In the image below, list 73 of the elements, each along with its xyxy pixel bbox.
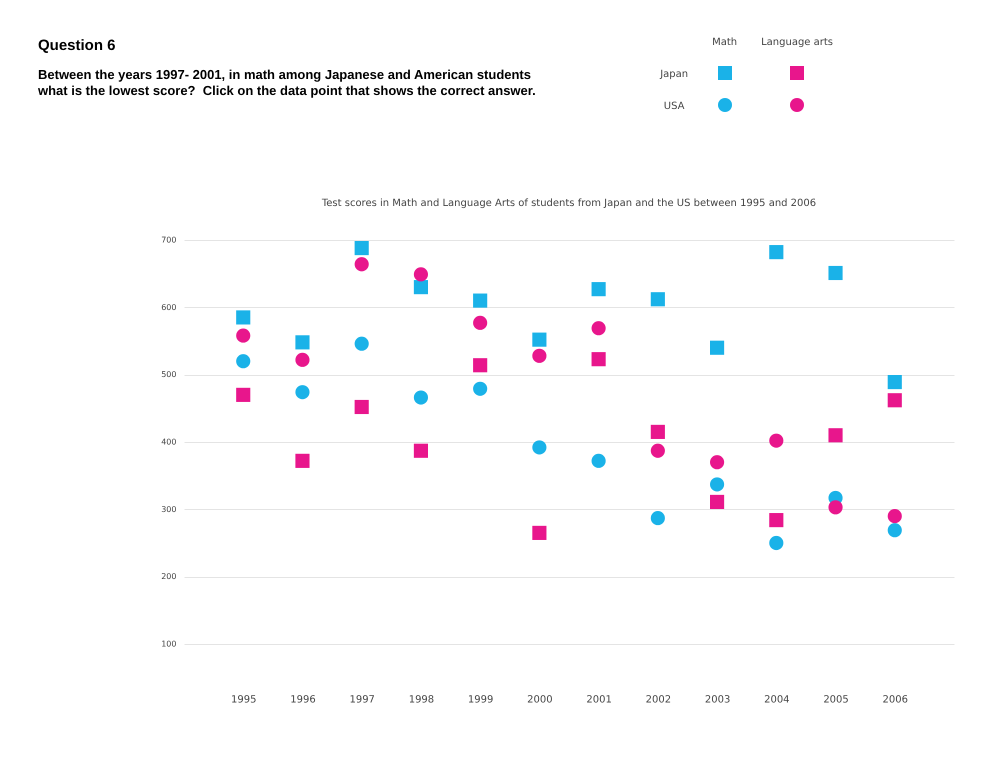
point: [769, 245, 784, 260]
chart-title: Test scores in Math and Language Arts of students from Japan and the US between 1995 and 2006: [320, 198, 816, 209]
text: Between the years 1997- 2001, in math among Japanese and American students what is the lowest score? Click on the data point that shows the correct answer.: [38, 67, 536, 99]
point: [414, 267, 428, 282]
point: [236, 388, 250, 402]
point: [888, 393, 902, 408]
point: [532, 332, 546, 347]
point: [473, 316, 488, 330]
point: [473, 358, 488, 372]
point: [769, 434, 784, 448]
x-tick-label: 1997: [349, 694, 375, 706]
point: [532, 440, 546, 454]
x-tick-label: 1995: [231, 694, 256, 706]
point: [888, 509, 902, 524]
point: [592, 321, 606, 336]
point: [710, 477, 724, 492]
y-tick-label: 300: [161, 504, 176, 514]
x-tick-label: 2001: [586, 694, 612, 706]
point: [414, 444, 428, 458]
point: [473, 382, 488, 396]
text: Math: [711, 36, 738, 50]
x-tick-label: 2003: [704, 694, 730, 706]
text: Question 6: [38, 37, 116, 54]
point: [592, 282, 606, 296]
x-tick-label: 2004: [764, 694, 790, 706]
x-tick-label: 1998: [408, 694, 434, 706]
y-tick-label: 400: [161, 438, 176, 446]
point: [295, 385, 310, 400]
point: [354, 400, 369, 414]
text: USA: [662, 100, 686, 114]
point: [354, 336, 369, 351]
x-tick-label: 1996: [290, 694, 316, 706]
point: [650, 424, 665, 439]
point: [710, 455, 724, 470]
point: [295, 352, 310, 367]
point: [650, 511, 665, 526]
point: [888, 523, 902, 538]
point: [710, 340, 724, 355]
point: [414, 280, 428, 294]
point: [236, 354, 250, 368]
point: [354, 241, 369, 256]
point: [532, 526, 546, 540]
x-tick-label: 2000: [527, 694, 553, 706]
point: [236, 310, 250, 325]
point: [354, 257, 369, 272]
y-tick-label: 500: [161, 370, 176, 380]
y-tick-label: 600: [161, 302, 176, 312]
point: [828, 266, 843, 280]
point: [888, 375, 902, 390]
point: [592, 352, 606, 366]
point: [828, 428, 843, 442]
x-tick-label: 1999: [468, 694, 494, 706]
text: Japan: [658, 68, 690, 82]
point: [295, 454, 310, 468]
point: [650, 444, 665, 458]
y-tick-label: 100: [161, 640, 176, 648]
point: [769, 513, 784, 528]
point: [592, 454, 606, 468]
text: Language arts: [760, 36, 834, 50]
y-tick-label: 200: [161, 572, 176, 582]
point: [295, 335, 310, 350]
point: [650, 292, 665, 306]
point: [414, 390, 428, 405]
x-tick-label: 2005: [823, 694, 849, 706]
x-tick-label: 2002: [646, 694, 672, 706]
point: [710, 494, 724, 509]
point: [769, 536, 784, 550]
y-tick-label: 700: [161, 236, 176, 244]
point: [532, 348, 546, 363]
x-tick-label: 2006: [882, 694, 908, 706]
point: [473, 294, 488, 308]
point: [828, 500, 843, 514]
point: [236, 328, 250, 343]
